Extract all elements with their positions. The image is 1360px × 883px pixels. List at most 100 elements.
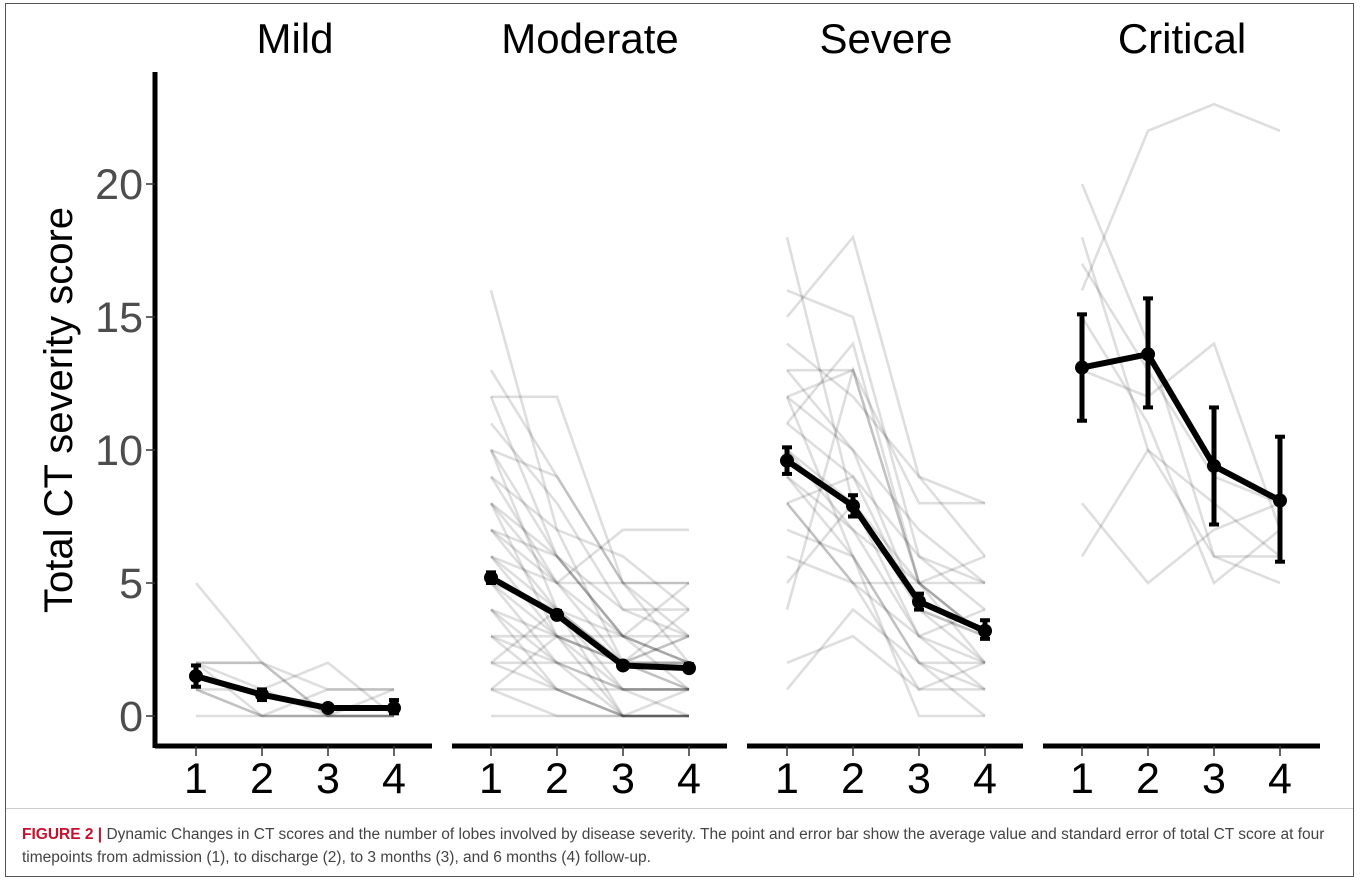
individual-line (490, 502, 690, 691)
y-tick-label: 10 (95, 427, 143, 475)
individual-line (490, 555, 689, 638)
individual-line (489, 422, 690, 638)
figure-frame (5, 3, 1354, 877)
x-tick-label: 1 (775, 755, 799, 803)
individual-line (489, 449, 690, 665)
caption-text: Dynamic Changes in CT scores and the num… (22, 826, 1325, 866)
mean-point (550, 607, 564, 622)
x-tick-label: 2 (1136, 755, 1160, 803)
individual-line (194, 582, 394, 718)
individual-line (786, 395, 986, 664)
mean-point (978, 623, 992, 638)
individual-line (785, 607, 986, 718)
individual-line (490, 475, 690, 611)
x-tick-label: 1 (479, 755, 503, 803)
mean-line (1081, 351, 1282, 504)
individual-line (1080, 102, 1281, 291)
individual-line (786, 289, 986, 585)
individual-line (196, 661, 394, 718)
individual-line (489, 608, 689, 718)
individual-line (1080, 448, 1281, 558)
individual-line (490, 608, 689, 691)
individual-line (489, 528, 689, 665)
individual-line (1080, 316, 1281, 586)
individual-line (786, 448, 986, 691)
individual-line (785, 365, 986, 638)
individual-line (1081, 341, 1282, 531)
individual-line (490, 581, 690, 664)
individual-line (491, 688, 690, 718)
individual-line (489, 290, 690, 691)
mean-point (189, 669, 203, 684)
mean-point (912, 594, 926, 609)
mean-point (255, 687, 269, 702)
caption-divider (6, 808, 1353, 809)
individual-line (786, 342, 987, 558)
individual-line (490, 528, 689, 585)
individual-line (490, 661, 689, 718)
individual-line (490, 448, 689, 585)
x-tick-label: 4 (382, 755, 406, 803)
facet-title: Mild (256, 15, 333, 62)
individual-line (786, 474, 986, 638)
individual-line (786, 528, 985, 718)
mean-point (846, 498, 860, 513)
mean-point (387, 701, 401, 716)
individual-line (786, 475, 986, 638)
x-tick-label: 3 (907, 755, 931, 803)
mean-point (1141, 347, 1155, 362)
y-tick-label: 5 (119, 560, 143, 608)
mean-line (195, 673, 394, 712)
x-tick-label: 4 (973, 755, 997, 803)
mean-point (1075, 360, 1089, 375)
individual-line (1080, 501, 1281, 585)
x-tick-label: 4 (677, 755, 701, 803)
individual-line (491, 634, 689, 665)
mean-point (682, 661, 696, 676)
individual-line (1080, 183, 1281, 585)
individual-line (195, 688, 394, 718)
x-tick-label: 3 (1202, 755, 1226, 803)
facet-title: Moderate (501, 15, 678, 62)
x-tick-label: 3 (611, 755, 635, 803)
x-tick-label: 2 (841, 755, 865, 803)
individual-line (490, 581, 689, 691)
individual-line (785, 369, 986, 585)
mean-line (489, 575, 690, 672)
figure-caption: FIGURE 2 | Dynamic Changes in CT scores … (22, 824, 1340, 869)
mean-point (616, 658, 630, 673)
individual-line (490, 528, 689, 611)
individual-line (786, 634, 985, 691)
individual-line (491, 395, 691, 664)
individual-line (490, 688, 689, 718)
individual-line (785, 340, 986, 585)
y-tick-label: 20 (95, 161, 143, 209)
individual-line (196, 661, 395, 718)
individual-line (489, 582, 690, 665)
individual-line (490, 634, 689, 718)
x-tick-label: 4 (1268, 755, 1292, 803)
individual-line (786, 422, 986, 611)
individual-line (489, 502, 690, 665)
individual-line (491, 661, 689, 691)
individual-line (196, 661, 394, 691)
x-tick-label: 1 (1070, 755, 1094, 803)
individual-line (785, 502, 986, 692)
individual-line (195, 688, 394, 718)
individual-line (785, 396, 986, 691)
y-tick-label: 15 (95, 294, 143, 342)
individual-line (787, 368, 986, 638)
x-tick-label: 2 (250, 755, 274, 803)
individual-line (785, 475, 985, 665)
individual-line (490, 555, 690, 718)
y-axis-title: Total CT severity score (37, 207, 81, 613)
individual-line (490, 608, 690, 691)
individual-line (490, 608, 689, 665)
individual-line (489, 449, 690, 665)
individual-line (489, 369, 690, 638)
individual-line (490, 635, 689, 691)
x-tick-label: 2 (545, 755, 569, 803)
facet-title: Severe (819, 15, 952, 62)
x-tick-label: 1 (184, 755, 208, 803)
